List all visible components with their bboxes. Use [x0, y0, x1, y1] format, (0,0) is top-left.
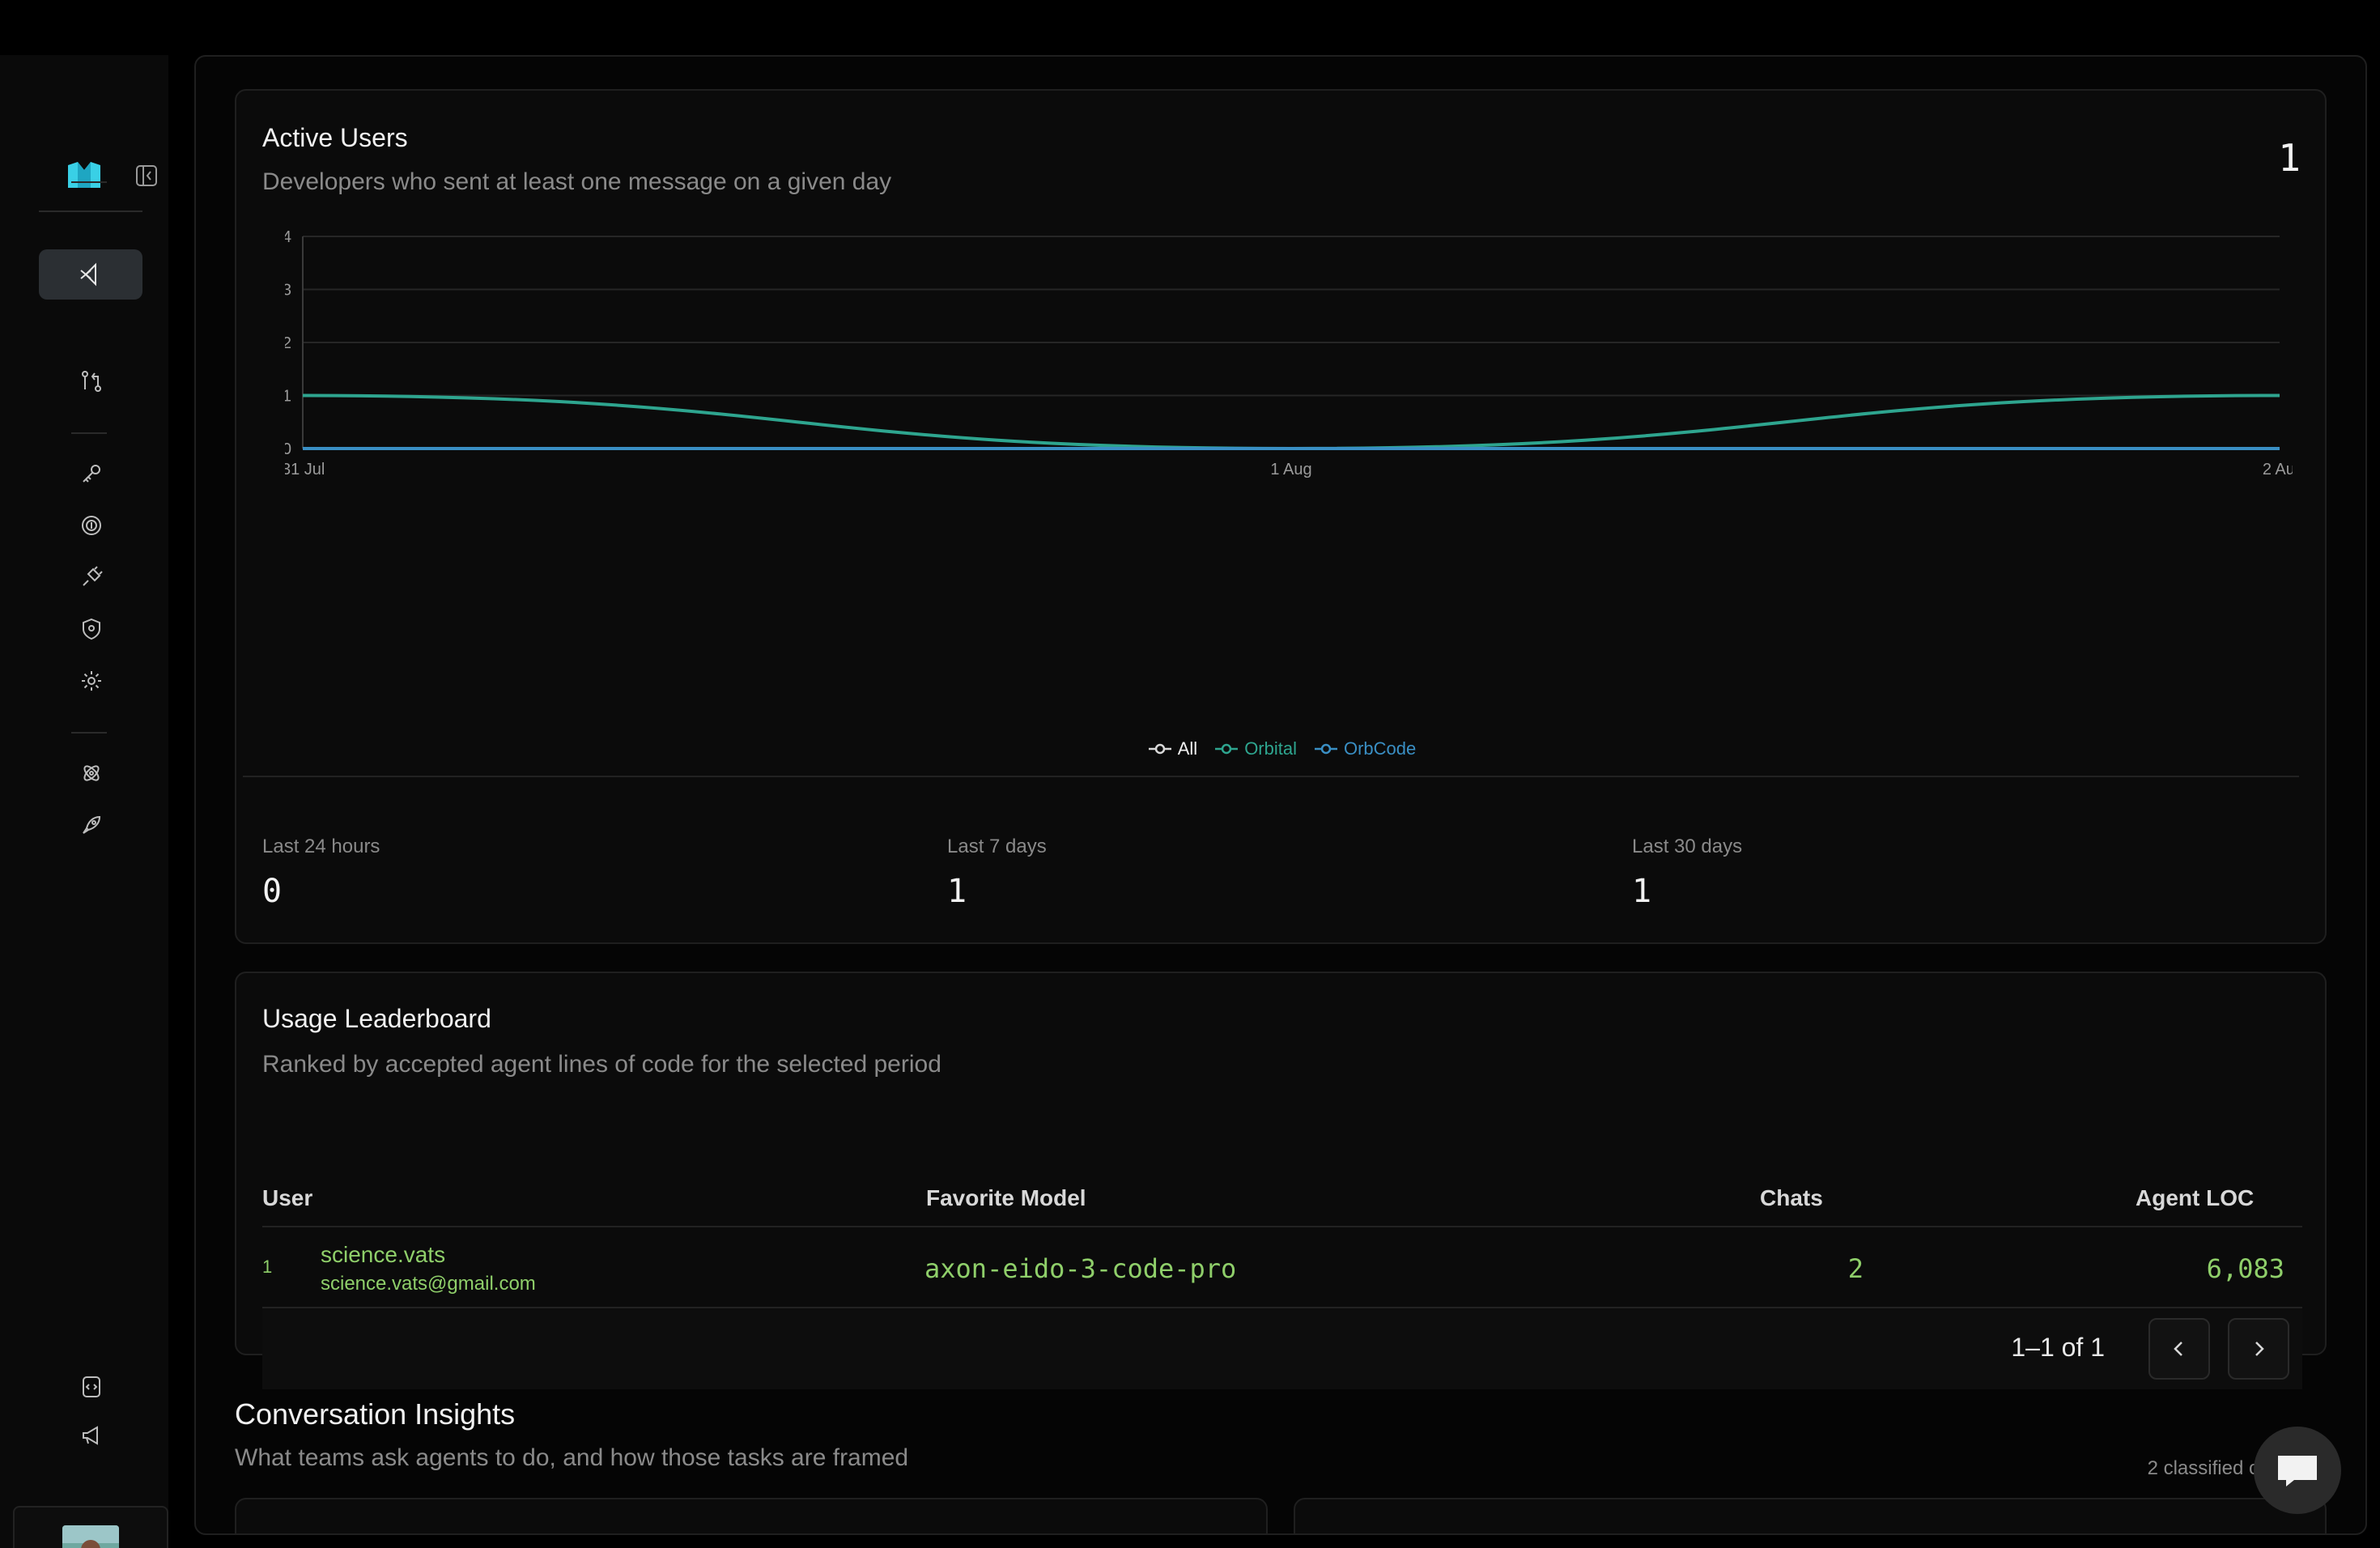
divider: [71, 432, 107, 434]
divider: [71, 181, 107, 183]
stat-value-30d: 1: [1632, 873, 1652, 910]
column-header-chats[interactable]: Chats: [1760, 1185, 1823, 1210]
divider: [262, 1226, 2302, 1227]
active-users-chart: 0 1 2 3 4 31 Jul 1 Aug 2 Aug: [285, 228, 2293, 478]
divider: [39, 211, 142, 212]
column-header-user[interactable]: User: [262, 1185, 313, 1210]
card-title: Usage Leaderboard: [262, 1004, 491, 1033]
announcements-icon[interactable]: [66, 1410, 117, 1461]
row-user-email: science.vats@gmail.com: [321, 1273, 536, 1295]
app-logo-icon[interactable]: [66, 160, 102, 189]
x-tick-label: 2 Aug: [2263, 461, 2293, 478]
legend-marker-icon: [1148, 743, 1171, 755]
y-tick-label: 0: [285, 440, 291, 458]
user-profile-button[interactable]: [13, 1506, 168, 1548]
main-content: Active Users Developers who sent at leas…: [194, 55, 2367, 1535]
chart-legend: All Orbital OrbCode: [236, 738, 2328, 759]
sidebar: [0, 55, 168, 1548]
section-title: Conversation Insights: [235, 1397, 516, 1431]
chevron-right-icon: [2255, 1342, 2264, 1356]
next-page-button[interactable]: [2228, 1318, 2289, 1380]
divider: [262, 1307, 2302, 1308]
row-favorite-model: axon-eido-3-code-pro: [924, 1253, 1237, 1284]
atom-icon[interactable]: [66, 748, 117, 798]
row-rank: 1: [262, 1257, 273, 1277]
legend-item-orbcode[interactable]: OrbCode: [1314, 738, 1417, 759]
column-header-agent-loc[interactable]: Agent LOC: [2136, 1185, 2255, 1210]
row-agent-loc: 6,083: [2206, 1253, 2284, 1284]
active-users-card: Active Users Developers who sent at leas…: [235, 89, 2327, 944]
card-title: Active Users: [262, 123, 408, 152]
rocket-icon[interactable]: [66, 800, 117, 850]
stat-label-7d: Last 7 days: [947, 836, 1047, 857]
avatar: [62, 1525, 119, 1548]
card-subtitle: Developers who sent at least one message…: [262, 168, 892, 195]
divider: [71, 732, 107, 734]
stat-label-24h: Last 24 hours: [262, 836, 380, 857]
pagination: 1–1 of 1: [262, 1308, 2302, 1389]
active-users-total: 1: [2278, 136, 2301, 180]
legend-item-all[interactable]: All: [1148, 738, 1198, 759]
legend-marker-icon: [1215, 743, 1239, 755]
stat-value-24h: 0: [262, 873, 283, 910]
legend-label: Orbital: [1244, 738, 1297, 759]
series-line-orbital: [302, 393, 2280, 451]
usage-leaderboard-card: Usage Leaderboard Ranked by accepted age…: [235, 972, 2327, 1389]
x-tick-label: 31 Jul: [285, 461, 325, 478]
billing-icon[interactable]: [66, 500, 117, 551]
row-chats: 2: [1847, 1253, 1864, 1284]
y-tick-label: 4: [285, 228, 291, 246]
stat-value-7d: 1: [947, 873, 967, 910]
legend-label: All: [1177, 738, 1198, 759]
divider: [243, 776, 2299, 777]
stat-label-30d: Last 30 days: [1632, 836, 1743, 857]
gear-icon[interactable]: [66, 656, 117, 706]
legend-marker-icon: [1314, 743, 1337, 755]
insights-card-left: [235, 1498, 1268, 1533]
legend-item-orbital[interactable]: Orbital: [1215, 738, 1297, 759]
column-header-model[interactable]: Favorite Model: [926, 1185, 1086, 1210]
insights-card-right: [1294, 1498, 2327, 1533]
chat-bubble-icon: [2278, 1456, 2317, 1486]
security-shield-icon[interactable]: [66, 604, 117, 654]
x-tick-label: 1 Aug: [1270, 461, 1311, 478]
y-tick-label: 2: [285, 334, 291, 352]
card-subtitle: Ranked by accepted agent lines of code f…: [262, 1051, 941, 1078]
previous-page-button[interactable]: [2148, 1318, 2210, 1380]
row-user-name: science.vats: [321, 1242, 446, 1267]
pagination-range: 1–1 of 1: [2011, 1333, 2105, 1362]
collapse-sidebar-icon[interactable]: [134, 164, 159, 188]
chat-support-button[interactable]: [2254, 1427, 2341, 1514]
docs-code-icon[interactable]: [66, 1362, 117, 1412]
y-tick-label: 1: [285, 388, 291, 406]
key-icon[interactable]: [66, 449, 117, 499]
y-tick-label: 3: [285, 282, 291, 300]
section-subtitle: What teams ask agents to do, and how tho…: [235, 1444, 909, 1471]
integrations-icon[interactable]: [66, 552, 117, 602]
sidebar-item-code[interactable]: [39, 249, 142, 300]
legend-label: OrbCode: [1343, 738, 1417, 759]
chevron-left-icon: [2174, 1342, 2182, 1356]
pull-request-icon[interactable]: [66, 356, 117, 406]
